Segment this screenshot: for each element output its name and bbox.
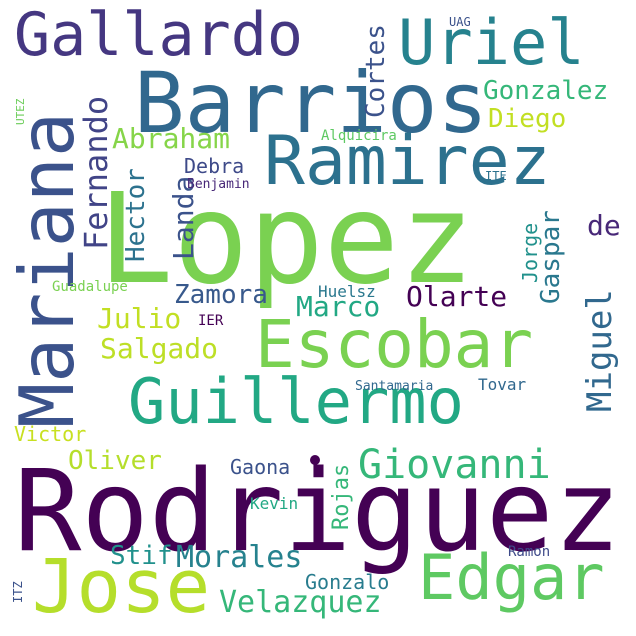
word-alquicira: Alquicira bbox=[321, 128, 397, 144]
word-lopez: Lopez bbox=[98, 167, 475, 312]
word-rojas: Rojas bbox=[329, 463, 354, 530]
word-de: de bbox=[587, 209, 621, 242]
word-tovar: Tovar bbox=[478, 375, 527, 394]
word-gaona: Gaona bbox=[230, 455, 291, 479]
word-uriel: Uriel bbox=[398, 6, 585, 79]
word-fernando: Fernando bbox=[77, 95, 115, 250]
word-barrios: Barrios bbox=[134, 54, 489, 152]
word-edgar: Edgar bbox=[418, 541, 605, 614]
word-mariana: Mariana bbox=[3, 111, 91, 428]
word-abraham: Abraham bbox=[112, 122, 231, 155]
word-guadalupe: Guadalupe bbox=[52, 279, 128, 295]
word-velazquez: Velazquez bbox=[219, 585, 382, 620]
word-ramon: Ramon bbox=[508, 544, 551, 560]
word-cortes: Cortes bbox=[361, 24, 391, 118]
word-victor: Victor bbox=[14, 422, 87, 446]
word-giovanni: Giovanni bbox=[358, 442, 551, 488]
word-oliver: Oliver bbox=[68, 446, 162, 476]
word-zamora: Zamora bbox=[174, 280, 268, 310]
word-kevin: Kevin bbox=[250, 494, 299, 513]
word-diego: Diego bbox=[488, 104, 567, 134]
word-escobar: Escobar bbox=[255, 306, 534, 383]
word-benjamin: Benjamin bbox=[187, 177, 250, 192]
word-hector: Hector bbox=[121, 168, 151, 262]
word-julio: Julio bbox=[97, 302, 182, 335]
word-itz: ITZ bbox=[11, 581, 25, 603]
word-huelsz: Huelsz bbox=[318, 282, 376, 301]
word-jose: Jose bbox=[32, 544, 211, 630]
word-santamaria: Santamaria bbox=[355, 379, 434, 394]
word-salgado: Salgado bbox=[100, 332, 219, 365]
word-gaspar: Gaspar bbox=[536, 210, 566, 304]
word-gallardo: Gallardo bbox=[14, 0, 303, 70]
word-guillermo: Guillermo bbox=[128, 365, 464, 438]
word-ite: ITE bbox=[485, 169, 507, 183]
word-utez: UTEZ bbox=[14, 98, 27, 126]
dot-mark bbox=[310, 455, 320, 465]
word-gonzalez: Gonzalez bbox=[483, 76, 609, 106]
word-morales: Morales bbox=[176, 540, 303, 575]
word-debra: Debra bbox=[184, 154, 245, 178]
word-ier: IER bbox=[198, 313, 224, 329]
word-gonzalo: Gonzalo bbox=[305, 570, 390, 594]
word-miguel: Miguel bbox=[580, 289, 620, 412]
word-stif: Stif bbox=[110, 541, 173, 571]
word-marco: Marco bbox=[296, 290, 381, 323]
word-uag: UAG bbox=[449, 15, 471, 29]
word-olarte: Olarte bbox=[406, 280, 508, 313]
word-ramirez: Ramirez bbox=[264, 122, 551, 201]
word-rodriguez: Rodriguez bbox=[14, 447, 621, 577]
